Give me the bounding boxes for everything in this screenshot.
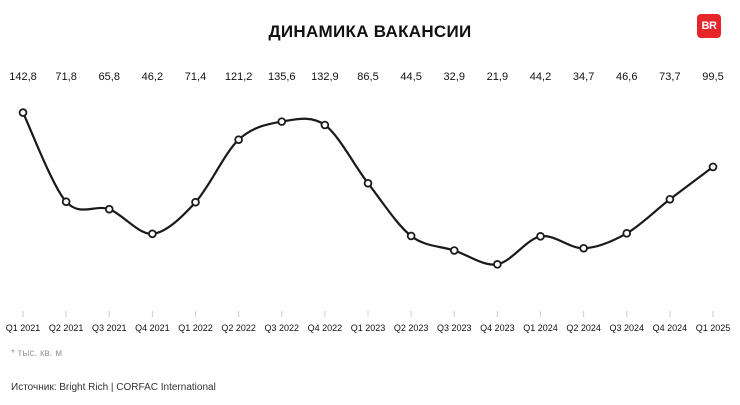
value-label: 32,9	[444, 71, 465, 83]
value-labels: 142,8 71,8 65,8 46,2 71,4 121,2 135,6 132,9 86,5…	[9, 71, 723, 83]
value-label: 44,5	[400, 71, 421, 83]
x-tick-label: Q1 2021	[6, 323, 41, 333]
unit-footnote: * тыс. кв. м	[11, 348, 63, 359]
value-label: 71,8	[55, 71, 76, 83]
data-point	[148, 229, 157, 239]
x-tick-label: Q1 2022	[178, 323, 213, 333]
data-point	[61, 197, 71, 206]
x-tick-label: Q4 2022	[308, 323, 343, 333]
data-point	[104, 204, 114, 214]
data-point	[277, 117, 287, 126]
x-tick-label: Q2 2021	[49, 323, 84, 333]
value-label: 121,2	[225, 71, 253, 83]
x-tick-label: Q1 2025	[696, 323, 731, 333]
value-label: 34,7	[573, 71, 594, 83]
data-point	[665, 195, 675, 204]
data-point	[622, 229, 632, 238]
x-tick-label: Q3 2022	[264, 323, 299, 333]
data-point	[536, 232, 545, 241]
x-tick-label: Q4 2021	[135, 323, 170, 333]
x-tick-label: Q1 2023	[351, 323, 386, 333]
x-tick-label: Q2 2022	[221, 323, 256, 333]
source-note: Источник: Bright Rich | CORFAC Internati…	[11, 382, 216, 393]
brand-logo: BR	[697, 14, 721, 38]
value-label: 21,9	[487, 71, 508, 83]
data-point	[406, 231, 416, 241]
value-label: 73,7	[659, 71, 680, 83]
x-tick-label: Q3 2023	[437, 323, 472, 333]
value-label: 44,2	[530, 71, 551, 83]
data-point	[449, 246, 459, 255]
value-label: 65,8	[99, 71, 120, 83]
x-axis-ticks	[22, 311, 714, 317]
x-tick-label: Q1 2024	[523, 323, 558, 333]
data-point	[320, 120, 330, 130]
value-label: 99,5	[702, 71, 723, 83]
value-label: 132,9	[311, 71, 339, 83]
x-tick-label: Q3 2024	[609, 323, 644, 333]
line-chart: 142,8 71,8 65,8 46,2 71,4 121,2 135,6 132,9 86,5…	[6, 71, 731, 333]
x-tick-label: Q2 2023	[394, 323, 429, 333]
data-points	[18, 108, 718, 269]
value-label: 142,8	[9, 71, 37, 83]
value-label: 46,6	[616, 71, 637, 83]
series-line	[21, 111, 715, 266]
value-label: 71,4	[185, 71, 206, 83]
data-point	[234, 135, 243, 144]
value-label: 86,5	[357, 71, 378, 83]
x-tick-label: Q3 2021	[92, 323, 127, 333]
chart-title: ДИНАМИКА ВАКАНСИИ	[268, 22, 472, 41]
data-point	[363, 178, 373, 188]
data-point	[579, 243, 588, 253]
data-point	[493, 260, 502, 269]
x-axis-labels: Q1 2021 Q2 2021 Q3 2021 Q4 2021 Q1 2022 Q2 20…	[6, 323, 731, 333]
data-point	[191, 197, 200, 207]
value-label: 135,6	[268, 71, 296, 83]
data-point	[18, 108, 28, 117]
data-point	[708, 162, 718, 172]
x-tick-label: Q4 2023	[480, 323, 515, 333]
x-tick-label: Q4 2024	[653, 323, 688, 333]
value-label: 46,2	[142, 71, 163, 83]
x-tick-label: Q2 2024	[566, 323, 601, 333]
